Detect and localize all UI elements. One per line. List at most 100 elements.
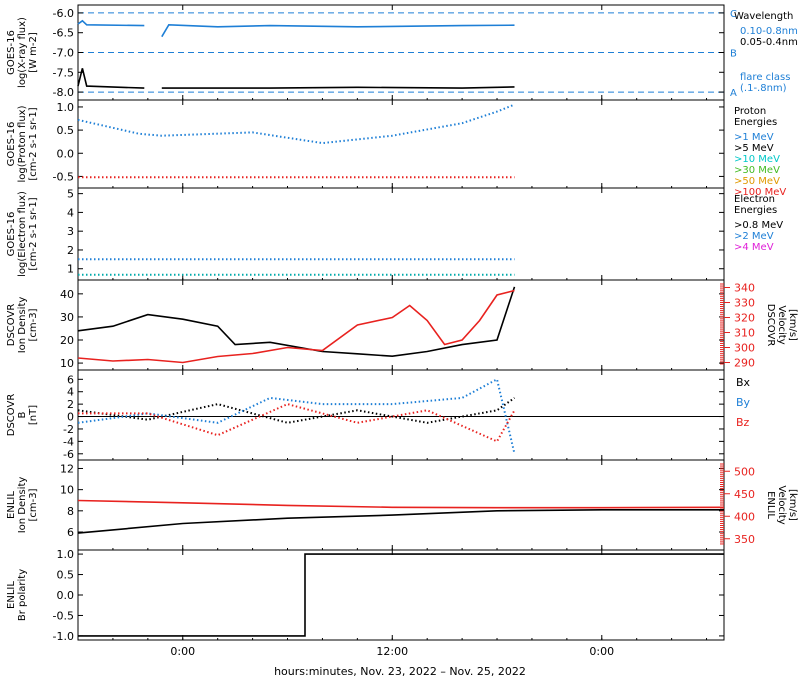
y-tick-label: 1 — [67, 263, 74, 276]
y-tick-label-right: 340 — [734, 282, 755, 295]
series-br-polarity — [78, 553, 724, 637]
y-tick-label: 1.0 — [57, 101, 75, 114]
y-tick-label: 0.0 — [57, 589, 75, 602]
y-tick-label: 2 — [67, 398, 74, 411]
series--1-mev — [77, 103, 515, 145]
y-tick-label: 40 — [60, 288, 74, 301]
y-tick-label-right: 350 — [734, 533, 755, 546]
y-axis-label-right: Velocity — [776, 305, 787, 344]
y-tick-label: 30 — [60, 311, 74, 324]
panel-frame — [77, 459, 725, 551]
legend-title: Energies — [734, 205, 777, 216]
series-density — [77, 508, 724, 534]
y-axis-label: [cm-3] — [28, 488, 39, 521]
x-tick-label: 12:00 — [376, 645, 408, 658]
legend-title: Proton — [734, 106, 766, 117]
flare-level-label: A — [730, 88, 737, 99]
legend-title: Energies — [734, 117, 777, 128]
y-tick-label: 8 — [67, 505, 74, 518]
y-axis-label: [nT] — [28, 405, 39, 425]
legend-title: Wavelength — [734, 11, 793, 22]
y-tick-label: -4 — [63, 435, 74, 448]
y-tick-label: -7.0 — [53, 47, 74, 60]
y-axis-label-right: [km/s] — [787, 489, 798, 521]
y-axis-label: log(Proton flux) — [17, 105, 28, 182]
y-tick-label: -6.0 — [53, 7, 74, 20]
y-tick-label: 0.5 — [57, 124, 75, 137]
legend-entry: Bx — [736, 376, 751, 389]
y-axis-label: [cm-2 s-1 sr-1] — [28, 197, 39, 270]
y-tick-label-right: 500 — [734, 465, 755, 478]
y-axis-label: [W m-2] — [28, 32, 39, 73]
x-tick-label: 0:00 — [589, 645, 614, 658]
legend-entry: >50 MeV — [734, 176, 780, 187]
panel-2: 1.0 0.5 0.0 -0.5 GOES-16 log(Proton flux) [cm-… — [6, 99, 786, 198]
y-axis-label: DSCOVR — [6, 394, 17, 437]
legend-entry: >4 MeV — [734, 242, 774, 253]
series-bz — [78, 403, 516, 443]
legend-entry: >0.8 MeV — [734, 220, 783, 231]
panel-frame — [77, 549, 725, 641]
series-0-10-0-8nm — [77, 19, 145, 27]
y-tick-label-right: 300 — [734, 342, 755, 355]
y-axis-label-right: [km/s] — [787, 309, 798, 341]
y-tick-label: -2 — [63, 423, 74, 436]
y-axis-label: DSCOVR — [6, 304, 17, 347]
legend-note: flare class — [740, 72, 790, 83]
y-axis-label: GOES-16 — [6, 212, 17, 257]
panel-7: 1.0 0.5 0.0 -0.5 -1.0 ENLIL Br polarity — [6, 548, 725, 643]
panel-frame — [77, 99, 725, 189]
flare-level-label: B — [730, 49, 737, 60]
y-tick-label: 10 — [60, 357, 74, 370]
y-tick-label: -7.5 — [53, 66, 74, 79]
y-tick-label: 4 — [67, 206, 74, 219]
y-axis-label: Br polarity — [17, 569, 28, 621]
y-tick-label: 5 — [67, 188, 74, 201]
y-tick-label: 10 — [60, 484, 74, 497]
panel-3: 5 4 3 2 1 GOES-16 log(Electron flux) [cm-2 s-1 … — [6, 187, 783, 281]
y-tick-label: 12 — [60, 462, 74, 475]
series-0-05-0-4nm — [161, 86, 515, 89]
x-tick-label: 0:00 — [170, 645, 195, 658]
legend-entry: >30 MeV — [734, 165, 780, 176]
y-tick-label-right: 450 — [734, 488, 755, 501]
legend-title: Electron — [734, 194, 775, 205]
y-axis-label: log(X-ray flux) — [17, 17, 28, 88]
series-velocity — [77, 289, 515, 364]
panel-frame — [77, 279, 725, 371]
legend-entry: 0.05-0.4nm — [740, 37, 798, 48]
x-axis-label: hours:minutes, Nov. 23, 2022 – Nov. 25, … — [274, 665, 526, 678]
y-tick-label: -1.0 — [53, 630, 74, 643]
y-tick-label-right: 290 — [734, 357, 755, 370]
y-axis-label: ENLIL — [6, 581, 17, 609]
y-tick-label: 3 — [67, 225, 74, 238]
series-density — [77, 286, 516, 358]
y-axis-label-right: DSCOVR — [765, 304, 776, 347]
legend-entry: Bz — [736, 416, 750, 429]
legend-entry: >10 MeV — [734, 154, 780, 165]
y-tick-label: 6 — [67, 526, 74, 539]
y-axis-label: Ion Density — [17, 477, 28, 534]
y-axis-label: ENLIL — [6, 491, 17, 519]
y-axis-label: B — [17, 411, 28, 418]
y-axis-label-right: ENLIL — [765, 491, 776, 519]
y-tick-label-right: 330 — [734, 297, 755, 310]
panel-frame — [77, 187, 725, 281]
legend-entry: >1 MeV — [734, 132, 774, 143]
y-axis-label: log(Electron flux) — [17, 191, 28, 277]
y-axis-label: [cm-3] — [28, 308, 39, 341]
y-tick-label: 0.5 — [57, 569, 75, 582]
y-axis-label-right: Velocity — [776, 485, 787, 524]
y-tick-label: -0.5 — [53, 170, 74, 183]
y-axis-label: GOES-16 — [6, 30, 17, 75]
y-tick-label-right: 310 — [734, 327, 755, 340]
y-axis-label: Ion Density — [17, 297, 28, 354]
y-tick-label: -6.5 — [53, 27, 74, 40]
y-tick-label: -6 — [63, 448, 74, 461]
series-velocity — [77, 499, 725, 509]
y-tick-label-right: 320 — [734, 312, 755, 325]
